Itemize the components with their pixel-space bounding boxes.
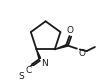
Text: O: O <box>78 49 85 58</box>
Text: C: C <box>26 66 32 75</box>
Text: N: N <box>41 59 48 68</box>
Polygon shape <box>55 44 67 49</box>
Text: S: S <box>18 72 24 81</box>
Polygon shape <box>36 49 41 59</box>
Text: O: O <box>67 26 74 35</box>
